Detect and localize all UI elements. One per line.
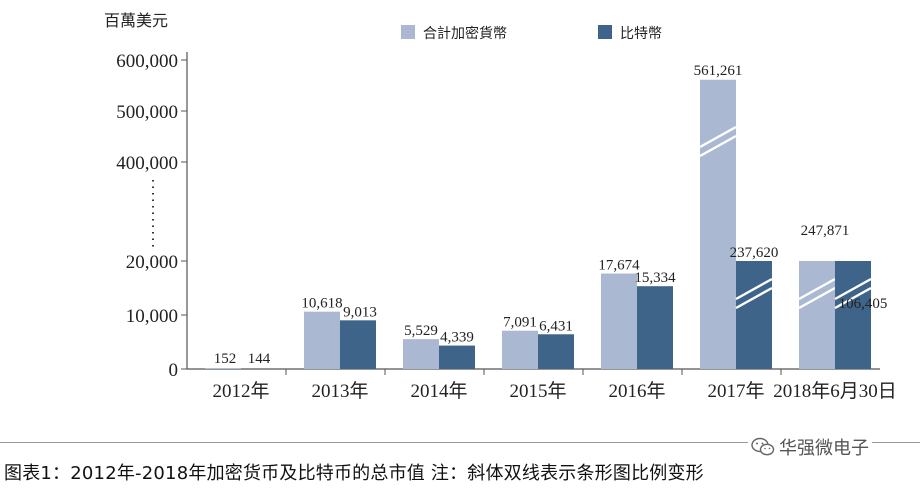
data-label-bitcoin-5: 237,620 — [730, 245, 779, 261]
bar-bitcoin-4 — [637, 286, 673, 369]
data-label-total-0: 152 — [214, 351, 237, 367]
bar-bitcoin-3 — [538, 334, 574, 369]
y-tick-label: 20,000 — [126, 252, 178, 273]
bar-total-5 — [700, 79, 736, 369]
bar-break-mark — [798, 286, 836, 310]
bar-bitcoin-5 — [736, 261, 772, 369]
y-tick-label: 600,000 — [116, 51, 178, 72]
data-label-bitcoin-3: 6,431 — [539, 318, 573, 334]
figure-caption: 图表1：2012年-2018年加密货币及比特币的总市值 注：斜体双线表示条形图比… — [4, 463, 704, 484]
caption-divider — [0, 442, 920, 443]
y-tick-label: 400,000 — [116, 153, 178, 174]
y-tick-label: 0 — [169, 360, 179, 381]
legend-swatch-bitcoin — [598, 25, 612, 39]
data-label-total-4: 17,674 — [598, 258, 640, 274]
x-tick-label: 2016年 — [608, 380, 665, 402]
x-tick-label: 2015年 — [509, 380, 566, 402]
bar-bitcoin-2 — [439, 345, 475, 369]
data-label-total-1: 10,618 — [301, 296, 342, 312]
bar-total-3 — [502, 330, 538, 369]
y-tick-label: 500,000 — [116, 102, 178, 123]
x-tick-label: 2014年 — [410, 380, 467, 402]
bar-break-mark — [834, 286, 872, 310]
data-label-total-6: 247,871 — [801, 223, 850, 239]
data-label-total-2: 5,529 — [404, 323, 438, 339]
bar-total-4 — [601, 273, 637, 369]
bar-break-mark — [735, 286, 773, 310]
bar-break-mark — [699, 134, 737, 158]
data-label-total-5: 561,261 — [694, 63, 743, 79]
x-tick-label: 2018年6月30日 — [773, 380, 897, 402]
legend-swatch-total — [401, 25, 415, 39]
legend-label-bitcoin: 比特幣 — [620, 26, 662, 42]
bar-break-mark — [834, 277, 872, 301]
y-tick-label: 10,000 — [126, 306, 178, 327]
watermark-text: 华强微电子 — [779, 438, 869, 459]
legend-label-total: 合計加密貨幣 — [423, 25, 507, 42]
bar-break-mark — [735, 277, 773, 301]
x-tick-label: 2012年 — [212, 380, 269, 402]
data-label-bitcoin-0: 144 — [248, 351, 271, 367]
bar-break-mark — [699, 125, 737, 149]
y-axis-unit-label: 百萬美元 — [104, 11, 168, 30]
data-label-total-3: 7,091 — [503, 315, 537, 331]
bar-total-6 — [799, 261, 835, 369]
data-label-bitcoin-4: 15,334 — [634, 270, 676, 286]
bar-bitcoin-1 — [340, 320, 376, 369]
x-tick-label: 2017年 — [707, 380, 764, 402]
bar-total-2 — [403, 339, 439, 369]
bar-break-mark — [798, 277, 836, 301]
data-label-bitcoin-6: 106,405 — [839, 296, 888, 312]
watermark: 华强微电子 — [748, 434, 872, 460]
data-label-bitcoin-1: 9,013 — [343, 304, 377, 320]
bar-total-1 — [304, 311, 340, 369]
bar-chart: 百萬美元 0 10,000 20,000 400,000 500,000 600,000 合計… — [104, 11, 897, 402]
data-label-bitcoin-2: 4,339 — [440, 330, 474, 346]
bar-total-0 — [205, 368, 241, 369]
bar-bitcoin-6 — [835, 261, 871, 369]
x-tick-label: 2013年 — [311, 380, 368, 402]
wechat-icon — [751, 437, 775, 456]
